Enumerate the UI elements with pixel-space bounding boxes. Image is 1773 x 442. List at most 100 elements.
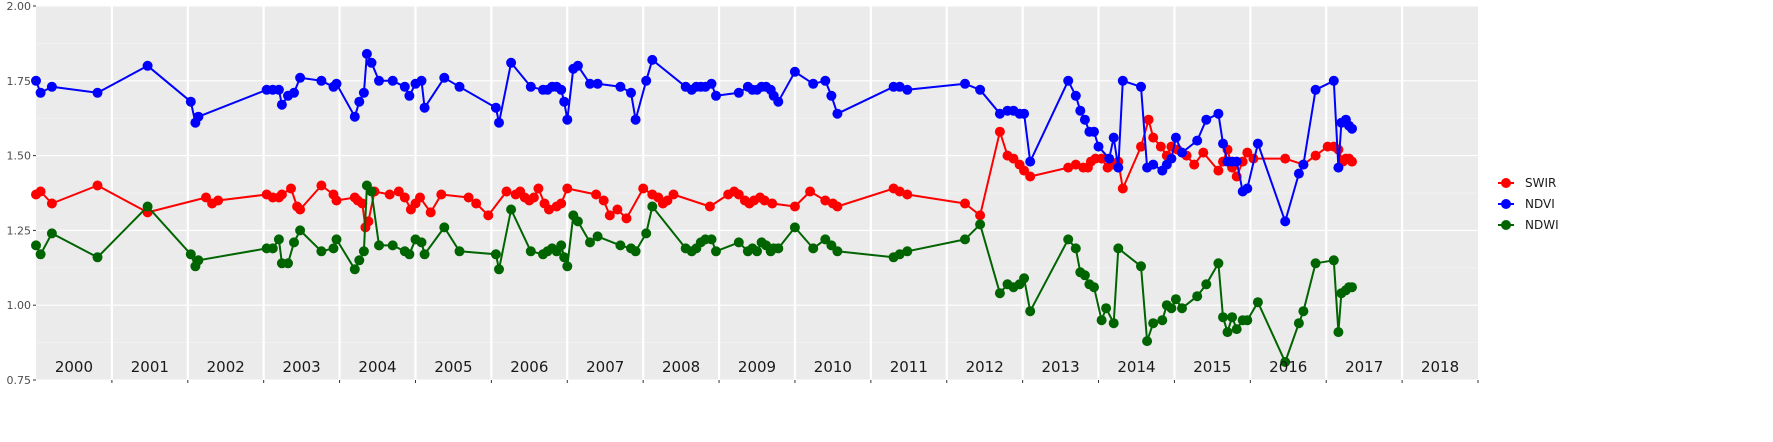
ndwi-point [1113, 243, 1124, 254]
ndwi-point [416, 237, 427, 248]
legend-item-ndwi: NDWI [1498, 218, 1559, 232]
ndvi-point [820, 75, 831, 86]
ndvi-point [1070, 90, 1081, 101]
ndwi-point [454, 246, 465, 257]
ndvi-point [1148, 159, 1159, 170]
swir-point [1189, 159, 1200, 170]
ndvi-point [808, 78, 819, 89]
ndvi-point [647, 54, 658, 65]
ndwi-point [641, 228, 652, 239]
minor-gridlines [36, 43, 1478, 343]
ndwi-point [1231, 324, 1242, 335]
swir-point [759, 195, 770, 206]
swir-point [463, 192, 474, 203]
ndwi-point [1201, 279, 1212, 290]
ndvi-point [706, 78, 717, 89]
swir-point [704, 201, 715, 212]
ndvi-point [35, 87, 46, 98]
swir-point [591, 189, 602, 200]
swir-point [832, 201, 843, 212]
year-label: 2007 [586, 358, 624, 376]
swir-point [1155, 141, 1166, 152]
swir-point [471, 198, 482, 209]
y-tick-label: 0.75 [7, 374, 32, 387]
legend: SWIR NDVI NDWI [1498, 176, 1559, 232]
series-ndwi [31, 180, 1357, 367]
swir-point [213, 195, 224, 206]
ndvi-point [559, 96, 570, 107]
ndvi-point [1019, 108, 1030, 119]
ndwi-point [31, 240, 41, 251]
ndwi-point [1136, 261, 1146, 272]
swir-point [668, 189, 679, 200]
ndwi-point [1192, 291, 1203, 302]
ndwi-point [1227, 312, 1238, 323]
ndvi-point [142, 60, 153, 71]
swir-point [902, 189, 913, 200]
ndvi-point [615, 81, 626, 92]
ndwi-point [328, 243, 339, 254]
ndvi-point [454, 81, 465, 92]
legend-key-point [1501, 199, 1511, 209]
y-tick-label: 1.50 [7, 150, 32, 163]
swir-point [733, 189, 744, 200]
ndwi-point [283, 258, 293, 269]
ndvi-point [826, 90, 837, 101]
ndwi-point [490, 249, 501, 260]
year-label: 2004 [358, 358, 396, 376]
y-tick-label: 1.25 [7, 224, 32, 237]
ndvi-point [349, 111, 360, 122]
swir-point [276, 189, 287, 200]
ndwi-point [366, 186, 377, 197]
swir-point [201, 192, 211, 203]
ndvi-point [641, 75, 652, 86]
year-label: 2012 [966, 358, 1004, 376]
ndvi-point [572, 60, 583, 71]
ndwi-point [46, 228, 57, 239]
ndvi-point [832, 108, 843, 119]
year-label: 2017 [1345, 358, 1383, 376]
ndvi-point [316, 75, 327, 86]
legend-item-swir: SWIR [1498, 176, 1556, 190]
year-label: 2000 [55, 358, 93, 376]
year-label: 2008 [662, 358, 700, 376]
ndwi-point [185, 249, 196, 260]
swir-point [994, 126, 1005, 137]
swir-point [562, 183, 573, 194]
ndvi-point [1063, 75, 1074, 86]
ndwi-point [592, 231, 603, 242]
ndwi-point [506, 204, 517, 215]
year-label: 2018 [1421, 358, 1459, 376]
swir-point [1310, 150, 1321, 161]
swir-point [415, 192, 425, 203]
ndvi-point [1117, 75, 1128, 86]
ndwi-point [832, 246, 843, 257]
ndwi-point [1293, 318, 1304, 329]
ndvi-point [994, 108, 1005, 119]
ndwi-point [1310, 258, 1321, 269]
swir-point [1347, 156, 1357, 167]
ndwi-point [387, 240, 398, 251]
swir-point [604, 210, 615, 221]
swir-point [92, 180, 103, 191]
swir-point [528, 192, 539, 203]
ndwi-point [439, 222, 450, 233]
ndwi-point [1070, 243, 1081, 254]
ndvi-point [1333, 162, 1344, 173]
swir-point [425, 207, 436, 218]
ndvi-point [92, 87, 103, 98]
ndvi-point [1166, 153, 1177, 164]
swir-point [638, 183, 649, 194]
year-label: 2011 [890, 358, 928, 376]
ndvi-point [399, 81, 410, 92]
ndvi-point [1201, 114, 1212, 125]
ndvi-point [1113, 162, 1124, 173]
ndvi-point [295, 72, 306, 83]
ndwi-point [525, 246, 536, 257]
ndwi-point [494, 264, 504, 275]
ndwi-point [1213, 258, 1224, 269]
year-label: 2006 [510, 358, 548, 376]
ndwi-point [295, 225, 306, 236]
swir-point [1136, 141, 1146, 152]
swir-point [1242, 147, 1253, 158]
